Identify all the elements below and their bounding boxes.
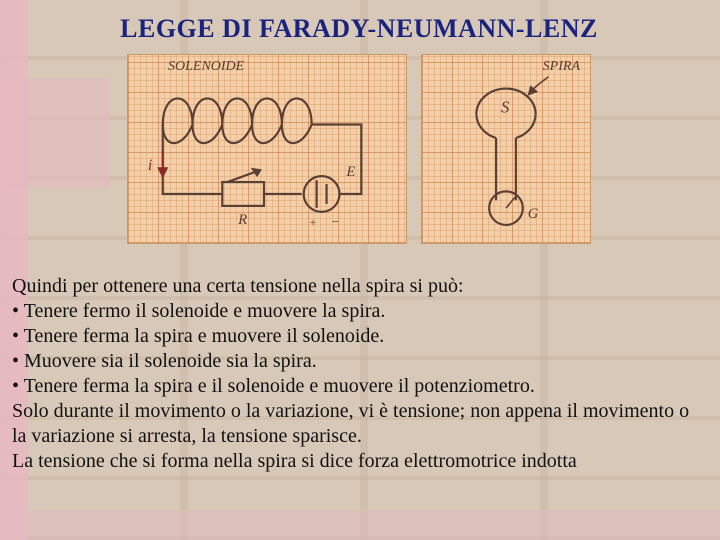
- bullet-2-text: Tenere ferma la spira e muovere il solen…: [24, 325, 385, 347]
- slide-title: LEGGE DI FARADY-NEUMANN-LENZ: [10, 14, 708, 44]
- solenoid-circuit-svg: + − i R E: [128, 55, 406, 244]
- diagram-solenoid: SOLENOIDE: [127, 54, 407, 244]
- bullet-1: • Tenere fermo il solenoide e muovere la…: [12, 299, 706, 324]
- label-i: i: [148, 157, 152, 174]
- body-text: Quindi per ottenere una certa tensione n…: [10, 274, 708, 474]
- diagram-spira: SPIRA: [421, 54, 591, 244]
- bullet-4: • Tenere ferma la spira e il solenoide e…: [12, 374, 706, 399]
- svg-text:+: +: [310, 215, 317, 229]
- label-E: E: [345, 164, 355, 180]
- diagram-row: SOLENOIDE: [10, 54, 708, 244]
- label-R: R: [237, 212, 247, 228]
- conclusion-2: La tensione che si forma nella spira si …: [12, 449, 706, 474]
- bullet-2: • Tenere ferma la spira e muovere il sol…: [12, 324, 706, 349]
- svg-text:−: −: [332, 215, 340, 230]
- bullet-1-text: Tenere fermo il solenoide e muovere la s…: [24, 300, 386, 322]
- intro-line: Quindi per ottenere una certa tensione n…: [12, 274, 706, 299]
- bullet-4-text: Tenere ferma la spira e il solenoide e m…: [24, 375, 535, 397]
- label-S: S: [501, 97, 510, 116]
- bullet-3-text: Muovere sia il solenoide sia la spira.: [24, 350, 317, 372]
- spira-circuit-svg: S G: [422, 55, 590, 243]
- slide: LEGGE DI FARADY-NEUMANN-LENZ SOLENOIDE: [0, 0, 720, 540]
- label-G: G: [528, 206, 539, 222]
- bullet-3: • Muovere sia il solenoide sia la spira.: [12, 349, 706, 374]
- conclusion-1: Solo durante il movimento o la variazion…: [12, 399, 706, 449]
